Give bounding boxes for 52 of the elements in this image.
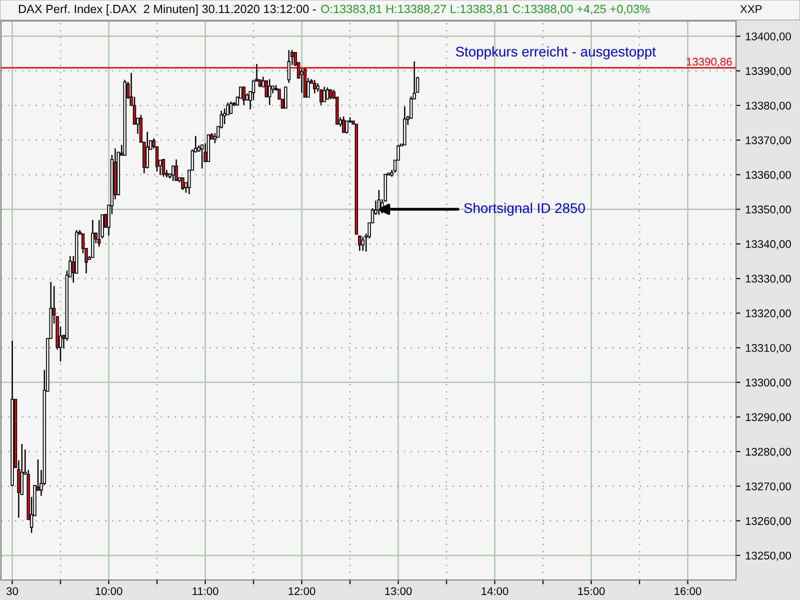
candlestick (181, 177, 184, 191)
x-tick-label: 16:00 (674, 587, 702, 596)
candlestick (342, 116, 346, 134)
candlestick (287, 49, 290, 84)
ref-line-label: 13390,86 (686, 58, 732, 67)
y-tick-label: 13300,00 (746, 378, 791, 388)
y-tick-label: 13310,00 (746, 344, 791, 354)
candlestick (132, 96, 136, 125)
y-tick-label: 13400,00 (746, 32, 791, 42)
y-tick-label: 13280,00 (746, 448, 791, 458)
candlestick (322, 86, 326, 102)
chart-title: DAX Perf. Index [.DAX 2 Minuten] 30.11.2020 13:12:00 - (18, 4, 316, 16)
candlestick (326, 86, 330, 100)
x-tick-label: 10:00 (96, 587, 122, 596)
x-tick-label: 15:00 (578, 587, 605, 596)
y-tick-label: 13390,00 (746, 67, 791, 76)
candlestick (242, 86, 246, 106)
candlestick (268, 78, 272, 106)
candlestick (171, 165, 175, 182)
x-tick-label: 11:00 (192, 587, 218, 596)
y-tick-label: 13350,00 (746, 206, 791, 215)
y-tick-label: 13270,00 (746, 482, 791, 492)
y-tick-label: 13250,00 (746, 552, 791, 561)
y-tick-label: 13360,00 (746, 170, 791, 180)
y-tick-label: 13370,00 (746, 136, 791, 146)
candlestick (284, 86, 288, 109)
y-tick-label: 13260,00 (746, 517, 791, 526)
candlestick (174, 158, 178, 182)
y-tick-label: 13320,00 (746, 309, 791, 319)
candlestick (146, 131, 149, 170)
candlestick (200, 144, 204, 170)
candlestick (345, 120, 348, 134)
y-tick-label: 13380,00 (746, 102, 791, 111)
candlestick (313, 79, 316, 94)
y-tick-label: 13340,00 (746, 240, 791, 250)
annotation: Stoppkurs erreicht - ausgestoppt (456, 46, 656, 60)
x-tick-label: 14:00 (482, 587, 508, 596)
x-tick-label: 12:00 (288, 587, 316, 596)
candlestick (329, 89, 332, 100)
x-tick-label: 13:00 (385, 587, 412, 596)
y-tick-label: 13330,00 (746, 274, 791, 284)
candlestick (361, 236, 364, 252)
candlestick (229, 101, 233, 115)
chart-subtitle: O:13383,81 H:13388,27 L:13383,81 C:13388,00 +4,25 +0,03% (321, 4, 650, 15)
candlestick (358, 235, 362, 252)
y-axis-title: XXP (740, 5, 762, 13)
x-tick-label: 30 (6, 587, 18, 596)
annotation: Shortsignal ID 2850 (464, 202, 585, 216)
candlestick (252, 80, 256, 101)
candlestick (222, 108, 226, 125)
y-tick-label: 13290,00 (746, 413, 791, 422)
candlestick (162, 158, 166, 178)
